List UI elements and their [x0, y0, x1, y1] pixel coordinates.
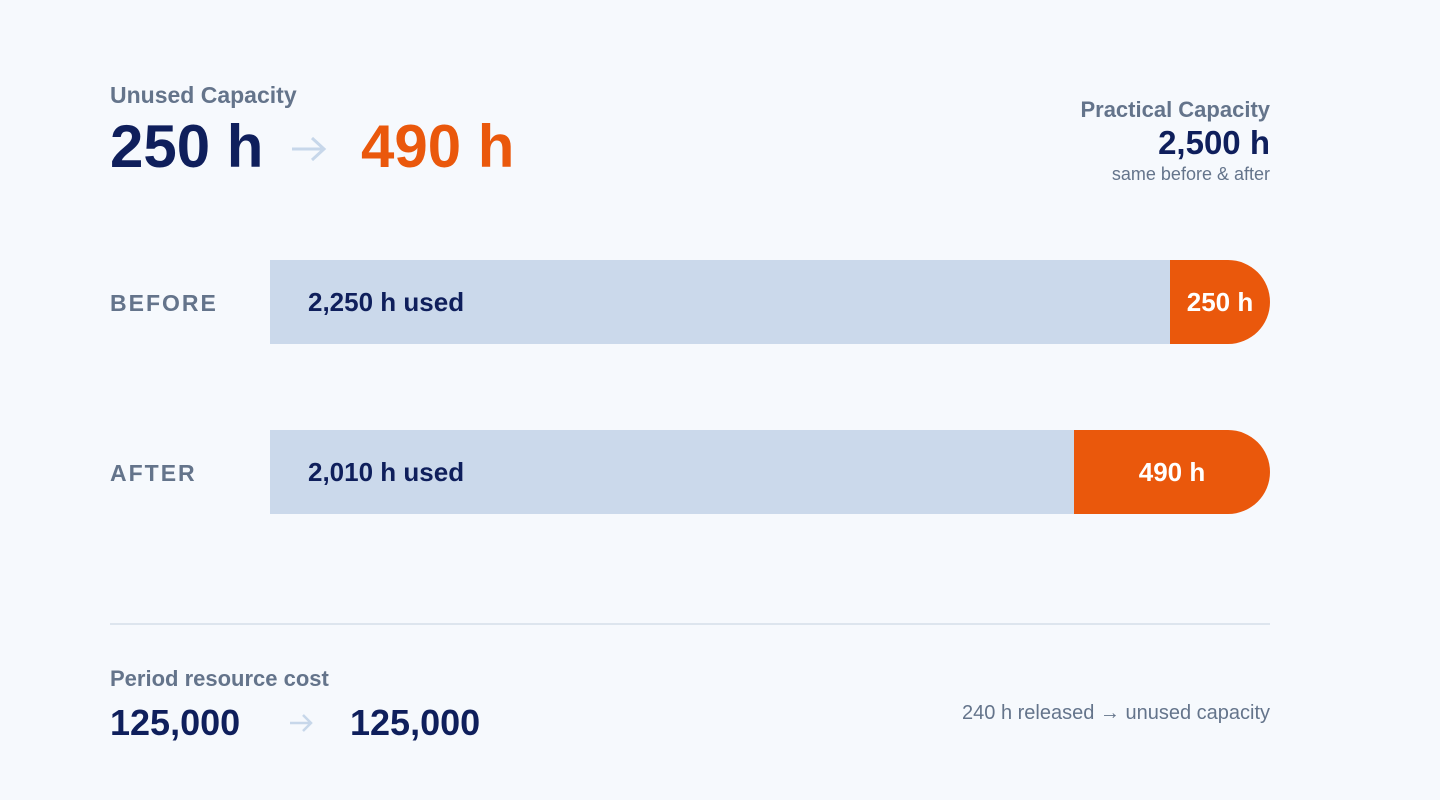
divider — [110, 623, 1270, 625]
arrow-icon — [292, 136, 327, 162]
header-label: Unused Capacity — [110, 82, 297, 108]
practical-label: Practical Capacity — [1080, 97, 1270, 122]
row-label: BEFORE — [110, 290, 218, 316]
bar-track: 2,010 h used 490 h — [270, 430, 1270, 514]
row-label: AFTER — [110, 460, 197, 486]
bar-track: 2,250 h used 250 h — [270, 260, 1270, 344]
footer-after: 125,000 — [350, 702, 481, 743]
unused-bar: 250 h — [1170, 260, 1270, 344]
footer-label: Period resource cost — [110, 666, 329, 691]
arrow-icon — [290, 714, 313, 732]
unused-bar: 490 h — [1074, 430, 1270, 514]
footer-note: 240 h released → unused capacity — [962, 702, 1270, 724]
before-value: 250 h — [110, 113, 264, 180]
practical-value: 2,500 h — [1158, 124, 1270, 161]
used-label: 2,250 h used — [308, 286, 465, 317]
unused-label: 490 h — [1138, 456, 1206, 487]
unused-label: 250 h — [1186, 286, 1254, 317]
used-bar: 2,250 h used — [270, 260, 1170, 344]
after-value: 490 h — [361, 113, 515, 180]
footer-before: 125,000 — [110, 702, 241, 743]
practical-note: same before & after — [1111, 164, 1270, 184]
used-label: 2,010 h used — [308, 456, 465, 487]
used-bar: 2,010 h used — [270, 430, 1074, 514]
